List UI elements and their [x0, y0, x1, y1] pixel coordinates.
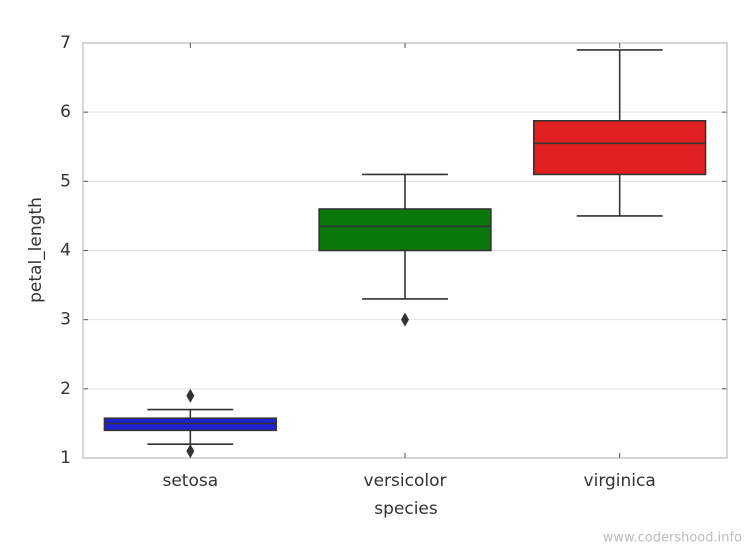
y-tick-label: 2 [60, 379, 71, 399]
box [532, 120, 707, 176]
x-tick-label: virginica [584, 471, 656, 491]
outlier [401, 312, 409, 327]
x-axis-label: species [374, 499, 438, 519]
outlier [186, 444, 195, 459]
y-tick-label: 1 [60, 448, 71, 468]
x-tick-label: versicolor [364, 471, 447, 491]
box [103, 417, 278, 432]
y-tick-label: 3 [60, 310, 71, 330]
outlier [186, 388, 195, 403]
watermark: www.codershood.info [603, 531, 742, 546]
y-tick-label: 6 [60, 102, 71, 122]
y-tick-label: 4 [60, 241, 71, 261]
y-tick-label: 5 [60, 171, 71, 191]
y-tick-label: 7 [60, 33, 71, 53]
box [318, 208, 492, 252]
y-axis-label: petal_length [26, 197, 46, 303]
x-tick-label: setosa [162, 471, 218, 491]
